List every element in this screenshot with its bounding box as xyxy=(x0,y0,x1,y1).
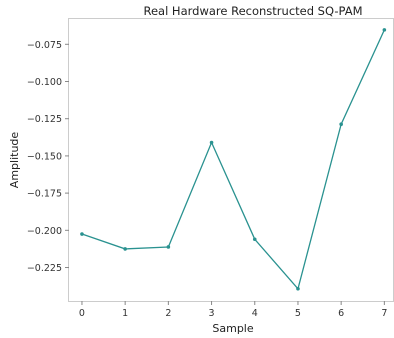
y-tick-label: −0.075 xyxy=(27,40,62,51)
data-point xyxy=(209,140,214,145)
plot-area-frame xyxy=(68,18,394,302)
data-point xyxy=(166,245,171,249)
x-tick-label: 6 xyxy=(338,308,344,319)
data-point xyxy=(252,237,257,242)
x-tick-label: 7 xyxy=(381,308,387,319)
x-tick-label: 3 xyxy=(209,308,215,319)
y-tick-label: −0.125 xyxy=(27,114,62,125)
data-point xyxy=(339,122,343,127)
data-point xyxy=(382,28,387,32)
y-tick-label: −0.150 xyxy=(27,151,62,162)
y-tick-label: −0.200 xyxy=(27,226,62,237)
x-tick-label: 0 xyxy=(79,308,85,319)
data-point xyxy=(296,286,300,291)
x-tick-label: 5 xyxy=(295,308,301,319)
y-tick-label: −0.100 xyxy=(27,77,62,88)
chart-title: Real Hardware Reconstructed SQ-PAM xyxy=(143,4,362,18)
x-tick-label: 4 xyxy=(252,308,258,319)
x-tick-label: 1 xyxy=(122,308,128,319)
y-tick-label: −0.225 xyxy=(27,263,62,274)
y-tick-label: −0.175 xyxy=(27,189,62,200)
x-tick-label: 2 xyxy=(165,308,171,319)
y-axis: −0.225 −0.200 −0.175 −0.150 −0.125 −0.100 −0.0… xyxy=(27,40,69,274)
x-axis: 0 1 2 3 4 5 6 7 xyxy=(79,301,387,319)
series-group xyxy=(80,28,387,291)
series-line xyxy=(81,29,385,291)
y-axis-title: Amplitude xyxy=(8,132,21,189)
data-point xyxy=(123,247,127,251)
data-point xyxy=(80,232,84,236)
x-axis-title: Sample xyxy=(212,322,253,335)
